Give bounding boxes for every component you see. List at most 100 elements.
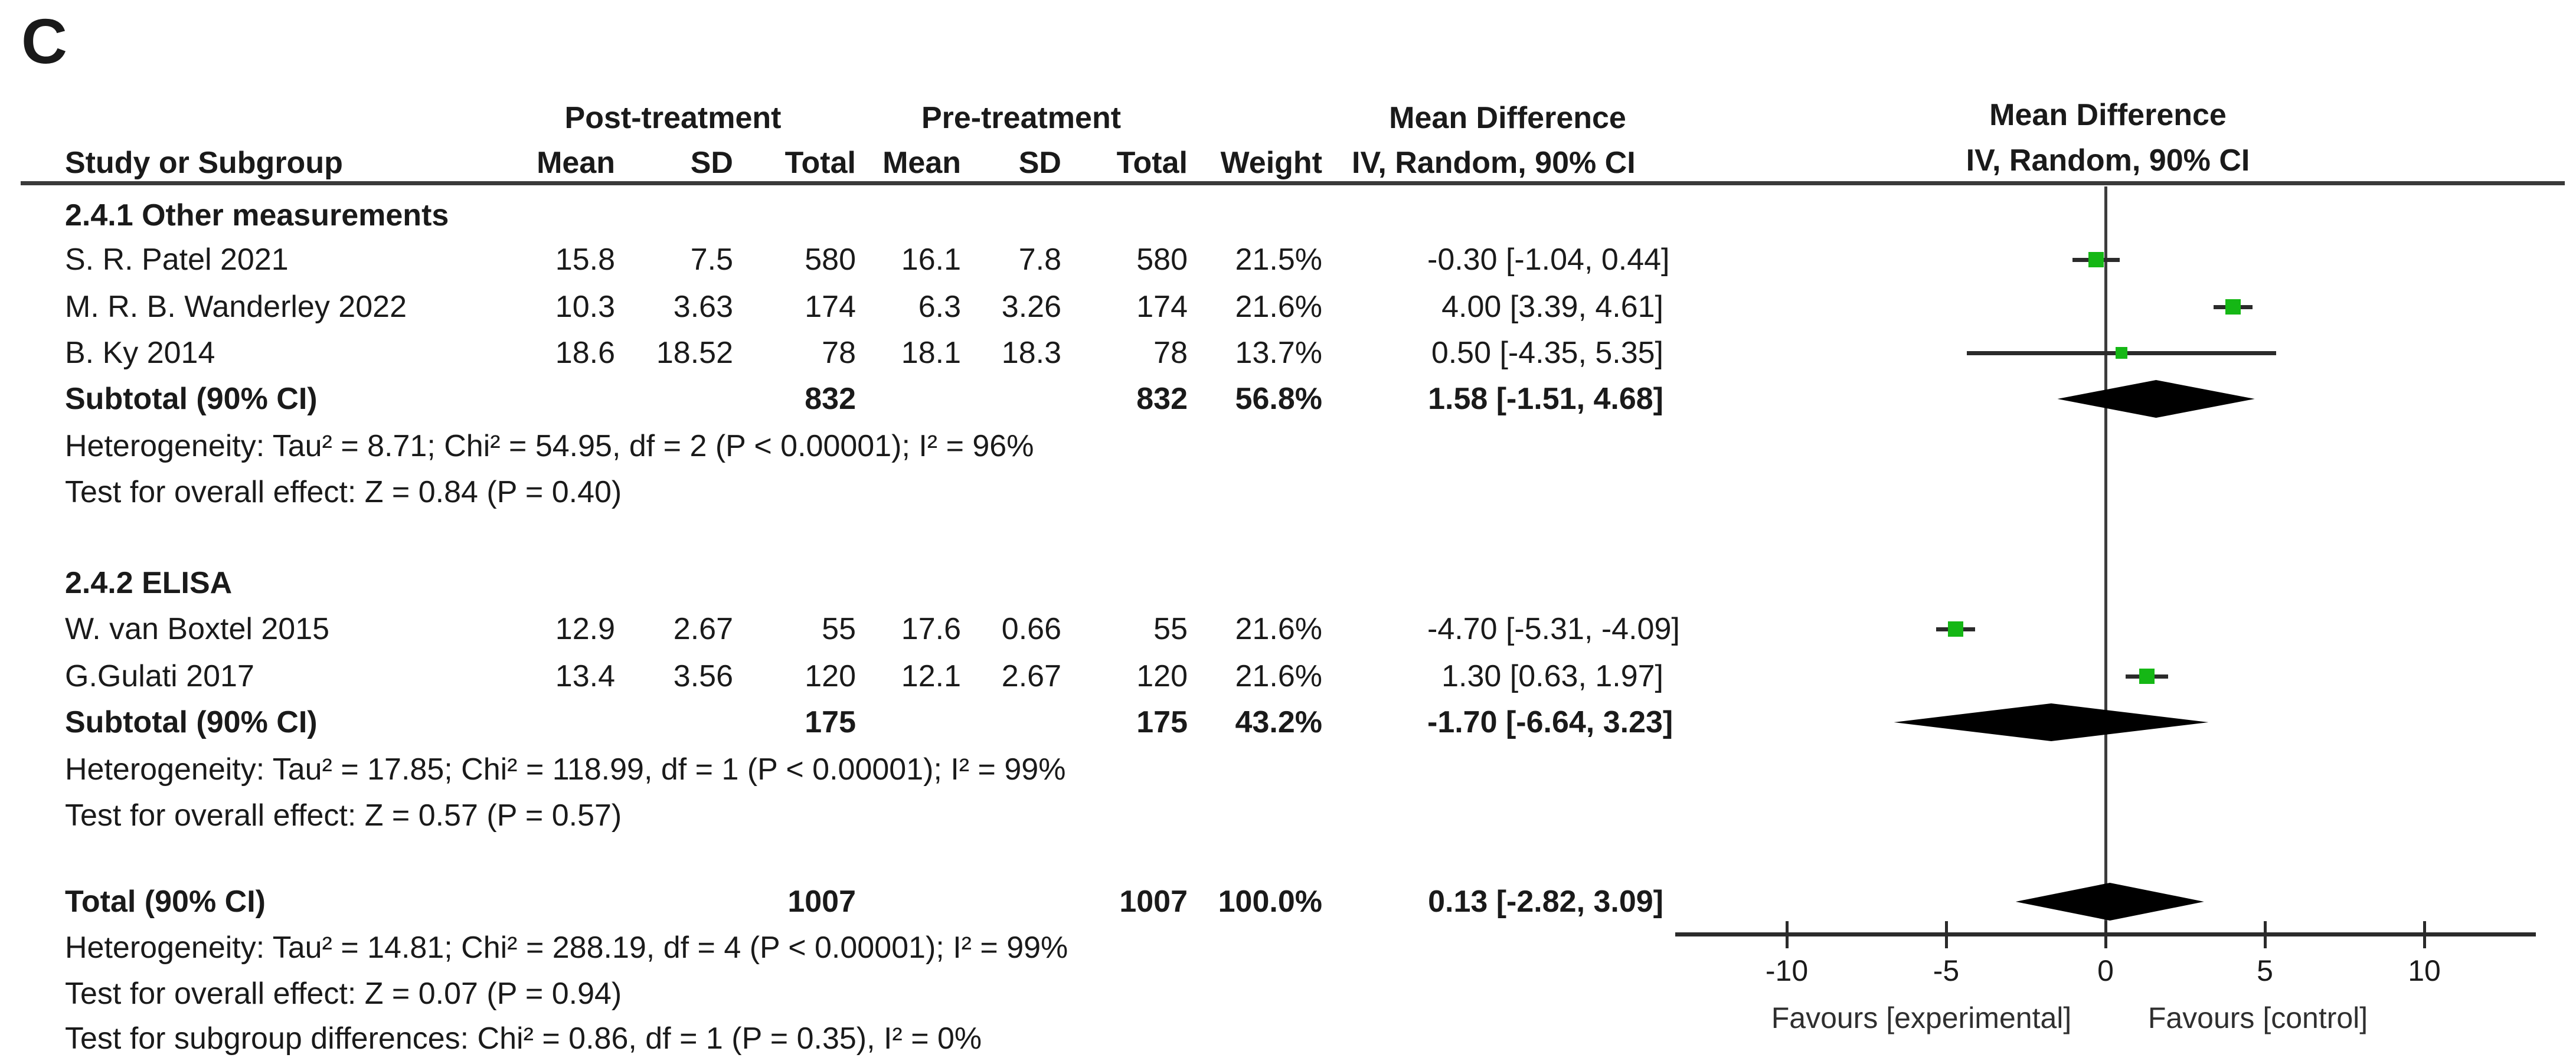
cell-post-sd: 3.63 [673,290,733,324]
axis-tick [2423,921,2426,948]
cell-post-total: 1007 [787,885,856,919]
cell-pre-total: 580 [1136,243,1188,277]
total-overall-effect-text: Test for overall effect: Z = 0.07 (P = 0… [65,977,622,1011]
cell-post-sd: 7.5 [690,243,733,277]
cell-post-total: 832 [805,382,856,416]
study-name: G.Gulati 2017 [65,659,254,693]
cell-post-mean: 10.3 [555,290,615,324]
zero-reference-line [2104,186,2107,948]
subtotal-label: Subtotal (90% CI) [65,705,318,739]
axis-tick-label: 0 [2097,954,2114,987]
mean-difference-column-header: Mean Difference [1389,101,1626,135]
axis-tick-label: 5 [2257,954,2273,987]
cell-md-ci: 1.30 [0.63, 1.97] [1441,659,1663,693]
subgroup-differences-text: Test for subgroup differences: Chi² = 0.… [65,1021,982,1056]
cell-post-total: 580 [805,243,856,277]
cell-md-ci: -0.30 [-1.04, 0.44] [1427,243,1670,277]
cell-pre-sd: 2.67 [1001,659,1061,693]
axis-tick [1786,921,1789,948]
cell-md-ci: -1.70 [-6.64, 3.23] [1427,705,1673,739]
axis-tick-label: -5 [1933,954,1960,987]
cell-weight: 21.6% [1235,290,1322,324]
post-total-header: Total [784,146,856,180]
iv-random-ci-header: IV, Random, 90% CI [1352,146,1636,180]
plot-mean-difference-title: Mean Difference [1989,98,2227,132]
cell-pre-total: 1007 [1119,885,1188,919]
total-label: Total (90% CI) [65,885,266,919]
total-diamond [2015,883,2204,921]
cell-pre-total: 832 [1136,382,1188,416]
cell-weight: 13.7% [1235,336,1322,370]
cell-post-mean: 18.6 [555,336,615,370]
post-treatment-group-header: Post-treatment [564,101,782,135]
overall-effect-text: Test for overall effect: Z = 0.84 (P = 0… [65,475,622,509]
cell-post-sd: 18.52 [656,336,733,370]
study-name: W. van Boxtel 2015 [65,612,330,646]
subtotal-label: Subtotal (90% CI) [65,382,318,416]
cell-post-total: 174 [805,290,856,324]
weight-header: Weight [1220,146,1322,180]
plot-iv-random-ci-subtitle: IV, Random, 90% CI [1966,143,2250,178]
cell-pre-sd: 18.3 [1001,336,1061,370]
axis-tick-label: -10 [1765,954,1809,987]
section-title: 2.4.2 ELISA [65,566,233,600]
cell-pre-mean: 18.1 [901,336,961,370]
header-underline [21,181,2565,185]
cell-post-total: 55 [822,612,856,646]
cell-post-mean: 13.4 [555,659,615,693]
effect-marker [1948,621,1964,637]
post-mean-header: Mean [537,146,615,180]
pre-sd-header: SD [1018,146,1061,180]
panel-letter-label: C [21,5,67,77]
cell-weight: 21.5% [1235,243,1322,277]
effect-marker [2139,669,2155,684]
effect-marker [2116,347,2127,359]
cell-post-sd: 2.67 [673,612,733,646]
cell-pre-mean: 12.1 [901,659,961,693]
cell-weight: 43.2% [1235,705,1322,739]
cell-pre-sd: 7.8 [1018,243,1061,277]
cell-md-ci: 4.00 [3.39, 4.61] [1441,290,1663,324]
cell-post-total: 78 [822,336,856,370]
pre-total-header: Total [1116,146,1188,180]
section-title: 2.4.1 Other measurements [65,198,449,232]
heterogeneity-text: Heterogeneity: Tau² = 17.85; Chi² = 118.… [65,752,1066,787]
axis-tick-label: 10 [2408,954,2441,987]
cell-pre-mean: 6.3 [918,290,961,324]
cell-md-ci: 1.58 [-1.51, 4.68] [1428,382,1663,416]
post-sd-header: SD [690,146,733,180]
cell-weight: 21.6% [1235,659,1322,693]
cell-pre-mean: 16.1 [901,243,961,277]
overall-effect-text: Test for overall effect: Z = 0.57 (P = 0… [65,798,622,833]
subtotal-diamond [1894,703,2209,741]
subtotal-diamond [2057,380,2255,418]
cell-pre-total: 78 [1153,336,1188,370]
cell-pre-total: 55 [1153,612,1188,646]
study-or-subgroup-header: Study or Subgroup [65,146,343,180]
cell-post-mean: 15.8 [555,243,615,277]
favours-left-label: Favours [experimental] [1771,1001,2072,1034]
favours-right-label: Favours [control] [2147,1001,2368,1034]
pre-mean-header: Mean [882,146,961,180]
axis-tick [2264,921,2267,948]
cell-weight: 21.6% [1235,612,1322,646]
cell-pre-sd: 3.26 [1001,290,1061,324]
study-name: M. R. B. Wanderley 2022 [65,290,407,324]
cell-pre-mean: 17.6 [901,612,961,646]
cell-pre-total: 175 [1136,705,1188,739]
study-name: S. R. Patel 2021 [65,243,289,277]
cell-weight: 56.8% [1235,382,1322,416]
pre-treatment-group-header: Pre-treatment [921,101,1122,135]
cell-md-ci: 0.50 [-4.35, 5.35] [1431,336,1663,370]
cell-md-ci: -4.70 [-5.31, -4.09] [1427,612,1680,646]
cell-post-sd: 3.56 [673,659,733,693]
heterogeneity-text: Heterogeneity: Tau² = 8.71; Chi² = 54.95… [65,429,1034,463]
cell-post-total: 175 [805,705,856,739]
cell-pre-sd: 0.66 [1001,612,1061,646]
axis-tick [2104,921,2107,948]
total-heterogeneity-text: Heterogeneity: Tau² = 14.81; Chi² = 288.… [65,931,1068,965]
cell-post-total: 120 [805,659,856,693]
axis-tick [1945,921,1948,948]
cell-pre-total: 174 [1136,290,1188,324]
